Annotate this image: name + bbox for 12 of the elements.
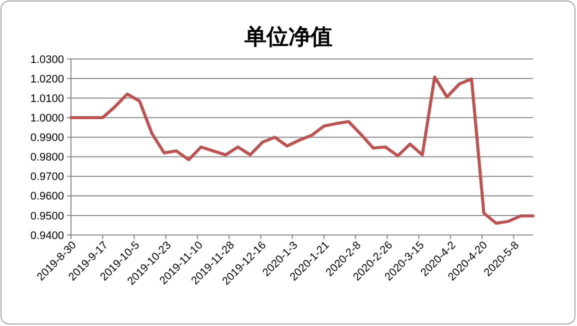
y-tick-label: 1.0100	[30, 92, 64, 105]
y-tick-label: 0.9400	[30, 230, 64, 242]
y-tick-label: 1.0200	[30, 73, 64, 86]
y-tick-label: 0.9600	[30, 190, 64, 203]
y-tick-label: 0.9700	[30, 171, 64, 184]
y-tick-label: 0.9500	[30, 210, 64, 222]
line-series	[70, 75, 534, 225]
y-tick-label: 0.9900	[30, 132, 64, 144]
chart-title: 单位净值	[244, 24, 332, 49]
y-tick-label: 0.9800	[30, 152, 64, 164]
y-tick-label: 1.0000	[30, 112, 64, 125]
y-tick-label: 1.0300	[30, 54, 64, 66]
